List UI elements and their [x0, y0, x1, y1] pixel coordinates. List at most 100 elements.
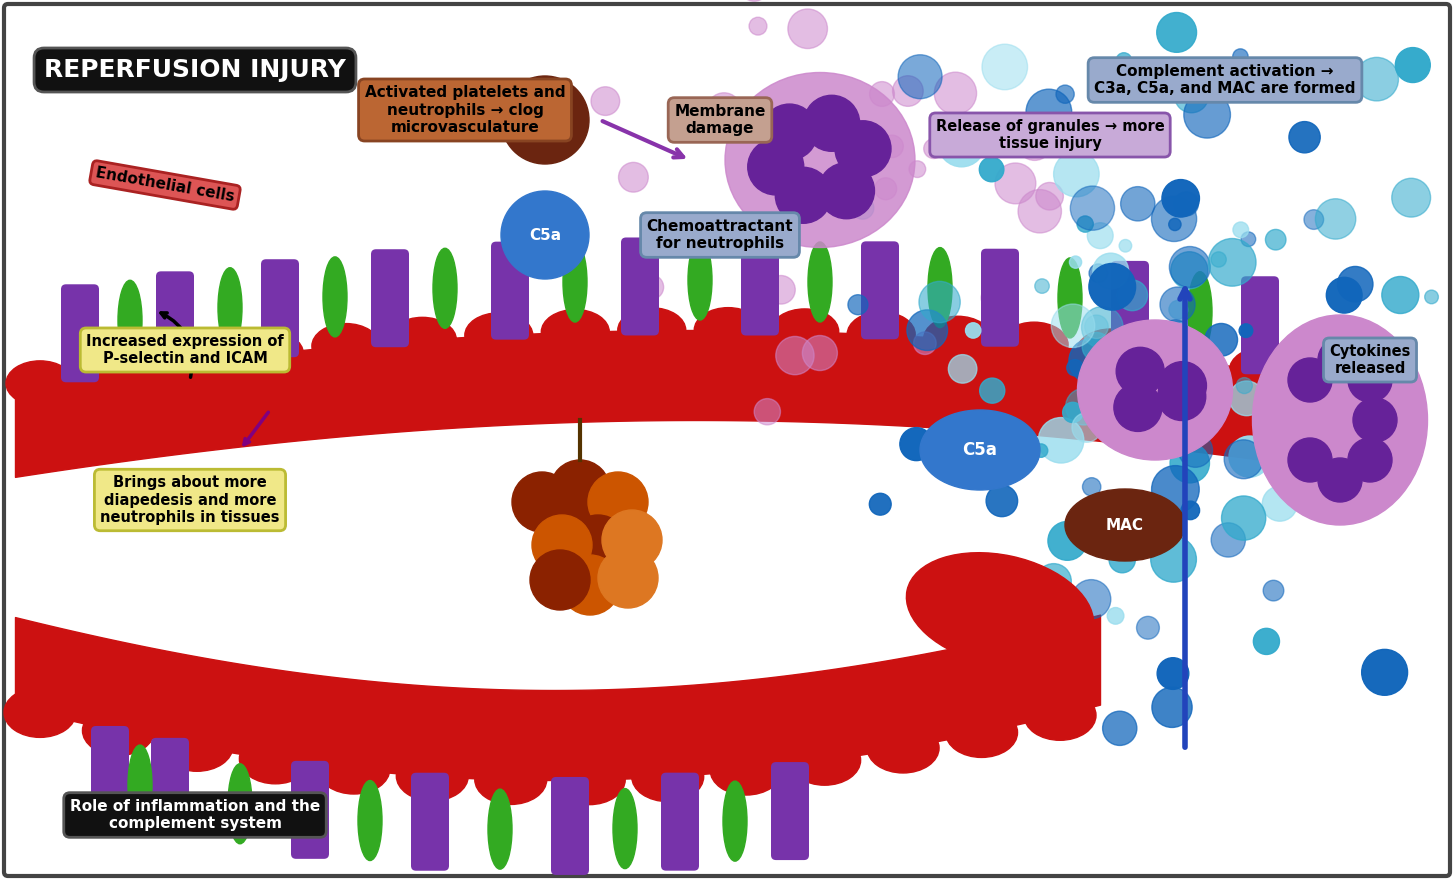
Ellipse shape	[631, 752, 704, 802]
Ellipse shape	[553, 755, 625, 804]
FancyBboxPatch shape	[771, 762, 808, 860]
Circle shape	[1109, 546, 1136, 573]
Text: MAC: MAC	[528, 113, 563, 127]
Circle shape	[1082, 306, 1122, 348]
Circle shape	[981, 284, 1008, 311]
Ellipse shape	[228, 764, 252, 844]
Circle shape	[602, 510, 662, 570]
Circle shape	[1175, 79, 1208, 113]
Circle shape	[1121, 187, 1154, 221]
Circle shape	[1282, 467, 1296, 480]
Circle shape	[512, 472, 571, 532]
Circle shape	[1396, 48, 1431, 83]
Circle shape	[755, 399, 781, 425]
Circle shape	[640, 275, 663, 299]
Circle shape	[1163, 357, 1208, 404]
Circle shape	[1169, 300, 1188, 319]
Circle shape	[1348, 438, 1391, 482]
Circle shape	[1070, 135, 1085, 150]
Circle shape	[1288, 438, 1332, 482]
Circle shape	[1035, 182, 1063, 210]
Circle shape	[803, 335, 838, 370]
Circle shape	[1067, 360, 1083, 376]
Circle shape	[1070, 256, 1082, 268]
Ellipse shape	[788, 735, 861, 785]
FancyBboxPatch shape	[291, 761, 329, 859]
Circle shape	[1288, 121, 1320, 153]
Text: Brings about more
diapedesis and more
neutrophils in tissues: Brings about more diapedesis and more ne…	[100, 475, 279, 524]
Circle shape	[1131, 333, 1170, 372]
Circle shape	[1326, 277, 1362, 313]
Circle shape	[1085, 315, 1108, 339]
Circle shape	[590, 87, 619, 115]
Circle shape	[893, 76, 923, 106]
Ellipse shape	[771, 309, 839, 354]
Circle shape	[1288, 358, 1332, 402]
Circle shape	[980, 158, 1003, 182]
Circle shape	[1143, 329, 1163, 350]
FancyBboxPatch shape	[4, 4, 1450, 876]
Circle shape	[1018, 126, 1051, 160]
Circle shape	[881, 136, 903, 158]
Ellipse shape	[1153, 338, 1221, 383]
Ellipse shape	[808, 242, 832, 322]
Ellipse shape	[1306, 358, 1374, 403]
Circle shape	[740, 0, 768, 1]
Text: Role of inflammation and the
complement system: Role of inflammation and the complement …	[70, 799, 320, 832]
Text: C5a: C5a	[963, 441, 997, 459]
Circle shape	[532, 515, 592, 575]
Circle shape	[1175, 192, 1198, 216]
Circle shape	[1316, 199, 1355, 239]
Circle shape	[1056, 85, 1075, 103]
Circle shape	[531, 550, 590, 610]
Ellipse shape	[906, 553, 1093, 667]
Circle shape	[707, 92, 742, 128]
Circle shape	[1120, 239, 1131, 252]
FancyBboxPatch shape	[981, 249, 1019, 347]
Circle shape	[1089, 264, 1108, 282]
Circle shape	[1205, 324, 1237, 356]
Circle shape	[1137, 616, 1159, 639]
Text: Chemoattractant
for neutrophils: Chemoattractant for neutrophils	[647, 219, 794, 251]
FancyBboxPatch shape	[371, 249, 409, 348]
Text: Endothelial cells: Endothelial cells	[95, 165, 236, 204]
Circle shape	[909, 161, 926, 178]
Circle shape	[1077, 216, 1093, 232]
Ellipse shape	[1000, 322, 1069, 367]
Circle shape	[1185, 363, 1224, 401]
Circle shape	[941, 420, 965, 444]
Ellipse shape	[240, 734, 311, 784]
Circle shape	[1253, 628, 1280, 655]
Circle shape	[1221, 496, 1266, 540]
Circle shape	[1239, 324, 1253, 338]
Circle shape	[560, 555, 619, 615]
Circle shape	[1160, 287, 1195, 322]
Ellipse shape	[618, 308, 686, 353]
Circle shape	[1169, 246, 1210, 288]
Text: Cytokines
released: Cytokines released	[1329, 344, 1410, 377]
Circle shape	[1072, 580, 1111, 619]
Circle shape	[1063, 402, 1083, 422]
Circle shape	[766, 275, 795, 304]
FancyBboxPatch shape	[861, 241, 899, 340]
Circle shape	[550, 460, 611, 520]
Circle shape	[804, 95, 859, 151]
Ellipse shape	[1024, 690, 1096, 740]
Circle shape	[1117, 348, 1165, 395]
Circle shape	[1355, 57, 1399, 101]
Ellipse shape	[541, 310, 609, 355]
Circle shape	[1224, 440, 1264, 479]
Circle shape	[1157, 12, 1197, 52]
Circle shape	[502, 191, 589, 279]
Text: Activated platelets and
neutrophils → clog
microvasculature: Activated platelets and neutrophils → cl…	[365, 85, 566, 135]
Circle shape	[1117, 53, 1131, 69]
Circle shape	[1082, 478, 1101, 496]
Circle shape	[1157, 372, 1205, 421]
Circle shape	[1211, 523, 1246, 557]
Circle shape	[1035, 572, 1064, 600]
Text: Membrane
damage: Membrane damage	[675, 104, 766, 136]
Circle shape	[1354, 398, 1397, 442]
Ellipse shape	[928, 247, 952, 327]
Circle shape	[1265, 230, 1285, 250]
Circle shape	[1391, 179, 1431, 217]
